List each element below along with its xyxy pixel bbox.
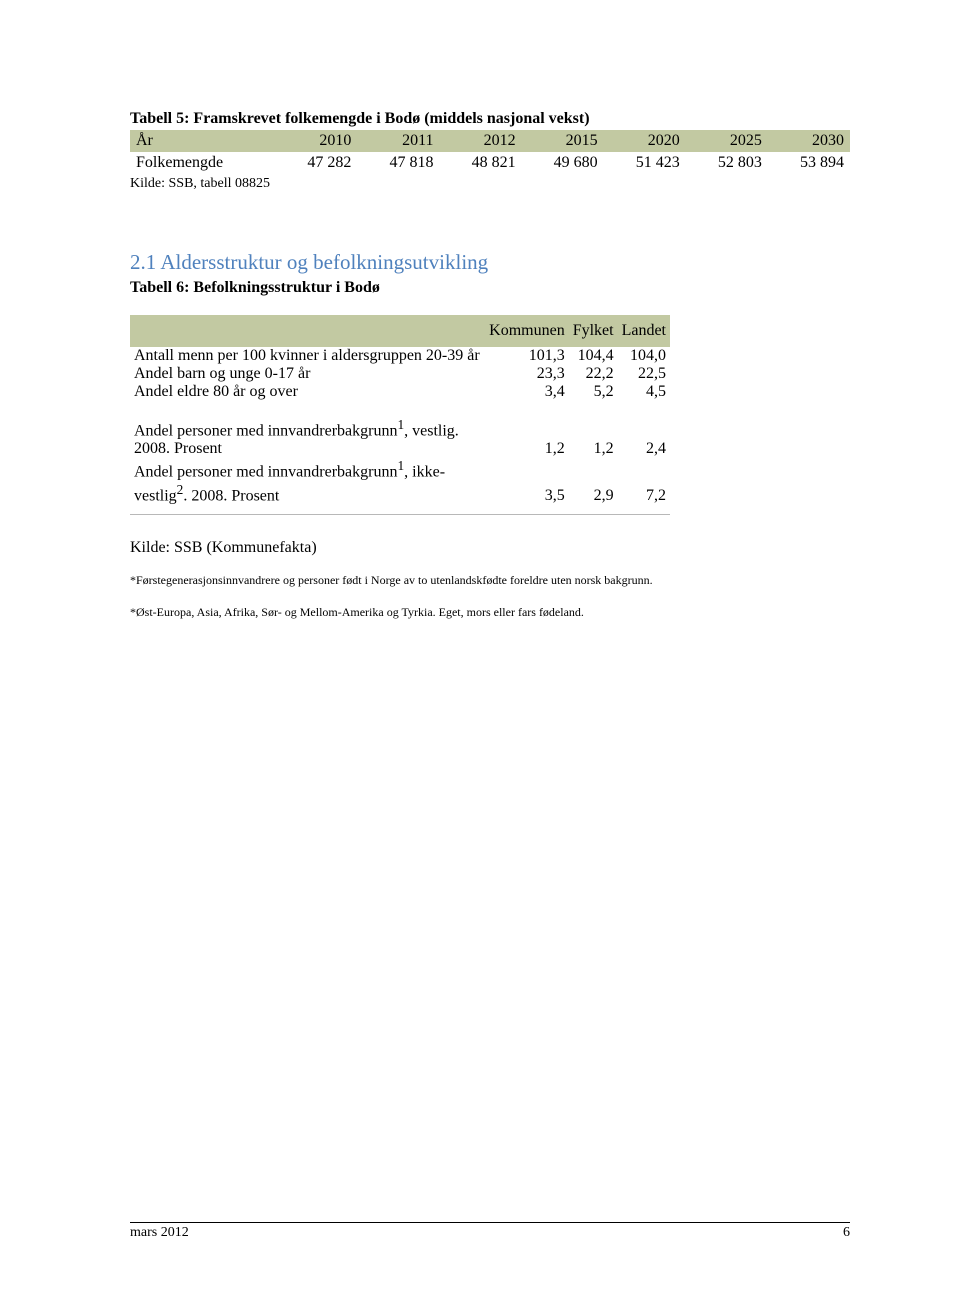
footnote-1: *Førstegenerasjonsinnvandrere og persone…: [130, 573, 850, 589]
table5-value: 47 282: [275, 152, 357, 174]
table5-value: 52 803: [686, 152, 768, 174]
table5-value: 47 818: [357, 152, 439, 174]
table6-cell: 104,4: [569, 347, 618, 365]
table5-year: 2025: [686, 130, 768, 152]
table6-title: Tabell 6: Befolkningsstruktur i Bodø: [130, 279, 850, 297]
table6: Kommunen Fylket Landet Antall menn per 1…: [130, 315, 670, 515]
footnote-2: *Øst-Europa, Asia, Afrika, Sør- og Mello…: [130, 605, 850, 621]
table6-col-header: Kommunen: [485, 321, 569, 341]
table6-header-row: Kommunen Fylket Landet: [130, 321, 670, 341]
table6-row: Andel barn og unge 0-17 år 23,3 22,2 22,…: [130, 365, 670, 383]
table6-cell: 3,5: [485, 458, 569, 505]
table5: År 2010 2011 2012 2015 2020 2025 2030 Fo…: [130, 130, 850, 174]
table5-value: 53 894: [768, 152, 850, 174]
section-heading: 2.1 Aldersstruktur og befolkningsutvikli…: [130, 250, 850, 275]
table5-value: 48 821: [439, 152, 521, 174]
table6-gap: [130, 401, 670, 417]
table6-cell: 7,2: [618, 458, 670, 505]
table5-title: Tabell 5: Framskrevet folkemengde i Bodø…: [130, 110, 850, 128]
table6-cell: 5,2: [569, 383, 618, 401]
table6-cell: 23,3: [485, 365, 569, 383]
table6-cell: 101,3: [485, 347, 569, 365]
table6-row: Andel eldre 80 år og over 3,4 5,2 4,5: [130, 383, 670, 401]
table6-pad: [130, 505, 670, 515]
table6-row-label: Andel eldre 80 år og over: [130, 383, 485, 401]
table6-cell: 1,2: [569, 417, 618, 458]
footer-page-number: 6: [843, 1225, 850, 1241]
table6-cell: 2,4: [618, 417, 670, 458]
table5-data-row: Folkemengde 47 282 47 818 48 821 49 680 …: [130, 152, 850, 174]
table6-cell: 3,4: [485, 383, 569, 401]
table6-row: Andel personer med innvandrerbakgrunn1, …: [130, 458, 670, 505]
table6-row-label: Andel barn og unge 0-17 år: [130, 365, 485, 383]
table6-row-label: Antall menn per 100 kvinner i aldersgrup…: [130, 347, 485, 365]
table5-year: 2030: [768, 130, 850, 152]
table5-year: 2020: [604, 130, 686, 152]
table6-cell: 22,2: [569, 365, 618, 383]
table5-header-row: År 2010 2011 2012 2015 2020 2025 2030: [130, 130, 850, 152]
table5-value: 51 423: [604, 152, 686, 174]
table5-data-label: Folkemengde: [130, 152, 275, 174]
table6-col-header: Fylket: [569, 321, 618, 341]
table5-year-label: År: [130, 130, 275, 152]
table5-value: 49 680: [522, 152, 604, 174]
page: Tabell 5: Framskrevet folkemengde i Bodø…: [0, 0, 960, 1301]
table5-year: 2012: [439, 130, 521, 152]
table6-cell: 22,5: [618, 365, 670, 383]
table6-row: Antall menn per 100 kvinner i aldersgrup…: [130, 347, 670, 365]
footer-date: mars 2012: [130, 1225, 189, 1241]
table6-source: Kilde: SSB (Kommunefakta): [130, 539, 850, 557]
page-footer: mars 2012 6: [130, 1222, 850, 1241]
table6-rule: [130, 515, 670, 516]
table5-year: 2011: [357, 130, 439, 152]
table6-cell: 4,5: [618, 383, 670, 401]
table6-blank-header: [130, 321, 485, 341]
table6-cell: 1,2: [485, 417, 569, 458]
table5-year: 2015: [522, 130, 604, 152]
table5-year: 2010: [275, 130, 357, 152]
table6-cell: 104,0: [618, 347, 670, 365]
table6-col-header: Landet: [618, 321, 670, 341]
table6-row-label: Andel personer med innvandrerbakgrunn1, …: [130, 417, 485, 458]
table5-source: Kilde: SSB, tabell 08825: [130, 176, 850, 192]
table6-cell: 2,9: [569, 458, 618, 505]
table6-row-label: Andel personer med innvandrerbakgrunn1, …: [130, 458, 485, 505]
table6-row: Andel personer med innvandrerbakgrunn1, …: [130, 417, 670, 458]
